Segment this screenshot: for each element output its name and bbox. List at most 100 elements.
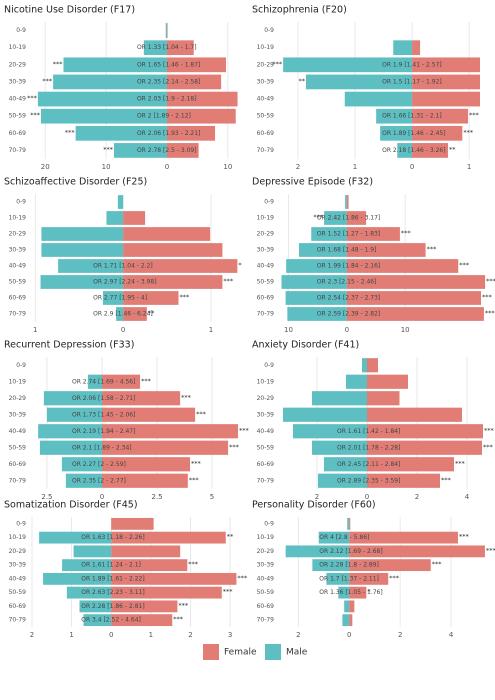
odds-ratio-label: OR 2.45 [2.11 - 2.84] [337, 461, 400, 468]
bar [367, 440, 482, 455]
bar [281, 275, 347, 289]
significance-marker: *** [42, 77, 53, 85]
significance-marker: *** [141, 377, 152, 385]
category-label: 30-39 [257, 78, 275, 85]
bar [101, 457, 191, 472]
bar [61, 457, 102, 472]
bar [111, 586, 222, 599]
bar [143, 40, 167, 56]
odds-ratio-label: OR 2.3 [2.15 - 2.46] [317, 279, 377, 286]
significance-marker: * [367, 588, 371, 596]
bar [346, 307, 484, 321]
significance-marker: *** [223, 277, 234, 285]
bar [166, 57, 226, 73]
category-label: 20-29 [257, 61, 275, 68]
bar [367, 424, 483, 439]
odds-ratio-label: OR 2.06 [1.58 - 2.71] [72, 395, 135, 402]
bar [101, 391, 181, 406]
x-tick-label: 2 [188, 631, 192, 639]
bar [349, 559, 431, 572]
bar [40, 275, 124, 289]
category-label: 70-79 [257, 311, 275, 318]
bar [83, 614, 112, 627]
bar [346, 227, 400, 241]
category-label: 60-69 [257, 130, 275, 137]
category-label: 40-49 [9, 263, 27, 270]
x-tick-label: 2 [415, 493, 419, 501]
panel-title: Recurrent Depression (F33) [4, 340, 134, 351]
category-label: 20-29 [257, 548, 275, 555]
odds-ratio-label: OR 2.42 [1.86 - 3.17] [317, 215, 380, 222]
category-label: 30-39 [9, 411, 27, 418]
odds-ratio-label: OR 2 [1.89 - 2.12] [137, 113, 191, 120]
odds-ratio-label: OR 2.12 [1.69 - 2.68] [319, 548, 382, 555]
bar [367, 374, 408, 389]
bar [65, 473, 102, 488]
x-tick-label: 2.5 [151, 493, 162, 501]
significance-marker: *** [463, 128, 474, 136]
bar [166, 74, 222, 90]
odds-ratio-label: OR 1.65 [1.46 - 1.87] [137, 61, 200, 68]
legend-swatch [203, 644, 219, 660]
bar [111, 614, 173, 627]
significance-marker: *** [178, 601, 189, 609]
category-label: 10-19 [9, 378, 27, 385]
category-label: 50-59 [257, 589, 275, 596]
significance-marker: *** [196, 410, 207, 418]
category-label: 60-69 [9, 603, 27, 610]
category-label: 0-9 [16, 27, 26, 34]
x-tick-label: 1 [209, 326, 213, 334]
significance-marker: *** [191, 459, 202, 467]
significance-marker: *** [27, 94, 38, 102]
bar [283, 57, 413, 73]
category-label: 40-49 [9, 575, 27, 582]
x-tick-label: 0 [109, 631, 113, 639]
bar [62, 559, 112, 572]
panel-title: Somatization Disorder (F45) [4, 500, 138, 511]
category-label: 70-79 [9, 477, 27, 484]
significance-marker: *** [455, 459, 466, 467]
category-label: 50-59 [257, 113, 275, 120]
category-label: 10-19 [257, 534, 275, 541]
bar [111, 572, 237, 585]
odds-ratio-label: OR 1.73 [1.45 - 2.06] [72, 411, 135, 418]
bar [286, 259, 347, 273]
bar [46, 407, 102, 422]
category-label: 70-79 [257, 147, 275, 154]
significance-marker: *** [181, 393, 192, 401]
category-label: 60-69 [9, 130, 27, 137]
category-label: 40-49 [257, 263, 275, 270]
category-label: 70-79 [9, 311, 27, 318]
bar [111, 531, 226, 544]
x-tick-label: 20 [41, 163, 50, 171]
x-tick-label: 2.5 [41, 493, 52, 501]
bar [346, 275, 486, 289]
odds-ratio-label: OR 1.9 [1.41 - 2.57] [382, 61, 442, 68]
odds-ratio-label: OR 2.35 [2.14 - 2.58] [137, 78, 200, 85]
bar [43, 391, 102, 406]
bar [123, 275, 223, 289]
significance-marker: *** [484, 426, 495, 434]
category-label: 70-79 [257, 477, 275, 484]
bar [311, 227, 347, 241]
bar [166, 125, 216, 141]
category-label: 40-49 [257, 96, 275, 103]
bar [412, 125, 463, 141]
bar [123, 307, 147, 321]
bar [393, 40, 413, 56]
x-tick-label: 4 [449, 631, 454, 639]
x-tick-label: 0 [347, 631, 351, 639]
odds-ratio-label: OR 1.89 [1.61 - 2.22] [81, 575, 144, 582]
bar [75, 125, 167, 141]
bar [312, 391, 367, 406]
bar [299, 243, 347, 257]
bar [349, 614, 353, 627]
category-label: 20-29 [257, 231, 275, 238]
bar [285, 545, 350, 558]
bar [117, 195, 124, 209]
category-label: 10-19 [9, 44, 27, 51]
category-label: 50-59 [9, 444, 27, 451]
significance-marker: *** [469, 111, 480, 119]
x-tick-label: 3 [228, 631, 232, 639]
bar [324, 457, 367, 472]
